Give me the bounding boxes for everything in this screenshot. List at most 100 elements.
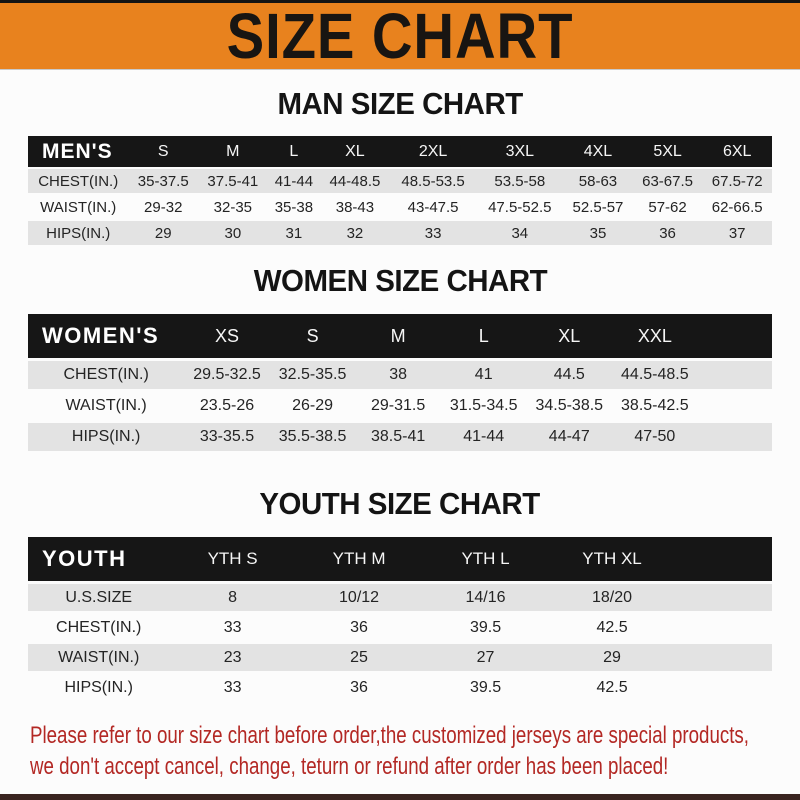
table-row: HIPS(IN.) 33 36 39.5 42.5 [28, 674, 772, 701]
value-cell: 33 [169, 614, 296, 641]
size-header-cell: 4XL [563, 136, 633, 167]
men-heading-text: MAN SIZE CHART [277, 86, 523, 121]
value-cell: 33-35.5 [184, 423, 270, 451]
women-section-heading: WOMEN SIZE CHART [0, 263, 800, 299]
youth-size-table: YOUTH YTH S YTH M YTH L YTH XL U.S.SIZE 8 10/12… [28, 534, 772, 704]
table-header-row: WOMEN'S XS S M L XL XXL [28, 314, 772, 358]
women-size-table: WOMEN'S XS S M L XL XXL CHEST(IN.) 29.5-32.5 32.5… [28, 311, 772, 454]
row-label-cell: CHEST(IN.) [28, 361, 185, 389]
value-cell: 32 [320, 221, 390, 245]
spacer-cell [675, 674, 772, 701]
value-cell: 39.5 [422, 614, 549, 641]
table-row: CHEST(IN.) 35-37.5 37.5-41 41-44 44-48.5 48.5… [28, 169, 772, 193]
banner-title: SIZE CHART [226, 0, 574, 72]
value-cell: 25 [295, 644, 423, 671]
size-header-cell: L [267, 136, 321, 167]
value-cell: 36 [295, 614, 423, 641]
value-cell: 44-47 [526, 423, 613, 451]
value-cell: 41-44 [440, 423, 527, 451]
value-cell: 34.5-38.5 [526, 392, 613, 420]
value-cell: 63-67.5 [632, 169, 703, 193]
value-cell: 29 [128, 221, 199, 245]
size-header-cell: 5XL [632, 136, 703, 167]
row-label-cell: CHEST(IN.) [28, 169, 129, 193]
value-cell: 23.5-26 [184, 392, 270, 420]
table-header-row: MEN'S S M L XL 2XL 3XL 4XL 5XL 6XL [28, 136, 772, 167]
value-cell: 41-44 [267, 169, 321, 193]
row-label-cell: HIPS(IN.) [28, 674, 170, 701]
disclaimer-line-2: we don't accept cancel, change, teturn o… [30, 753, 669, 780]
value-cell: 62-66.5 [702, 195, 772, 219]
value-cell: 29 [548, 644, 676, 671]
spacer-cell [697, 361, 772, 389]
value-cell: 33 [169, 674, 296, 701]
size-header-cell: M [355, 314, 441, 358]
spacer-cell [697, 423, 772, 451]
value-cell: 34 [476, 221, 564, 245]
row-label-cell: WAIST(IN.) [28, 195, 129, 219]
disclaimer-text: Please refer to our size chart before or… [30, 720, 800, 782]
size-header-cell: XL [526, 314, 613, 358]
value-cell: 30 [198, 221, 268, 245]
value-cell: 29-31.5 [355, 392, 441, 420]
youth-section: YOUTH SIZE CHART YOUTH YTH S YTH M YTH L YTH… [0, 486, 800, 704]
size-header-cell: S [128, 136, 199, 167]
value-cell: 44.5-48.5 [612, 361, 698, 389]
value-cell: 18/20 [548, 584, 676, 611]
value-cell: 38-43 [320, 195, 390, 219]
size-header-cell: S [269, 314, 356, 358]
value-cell: 32-35 [198, 195, 268, 219]
disclaimer-line-1: Please refer to our size chart before or… [30, 722, 750, 749]
value-cell: 27 [422, 644, 549, 671]
row-label-cell: WAIST(IN.) [28, 644, 170, 671]
value-cell: 29-32 [128, 195, 199, 219]
table-row: WAIST(IN.) 23 25 27 29 [28, 644, 772, 671]
bottom-border-strip [0, 794, 800, 800]
women-heading-text: WOMEN SIZE CHART [253, 263, 547, 298]
spacer-cell [675, 584, 772, 611]
table-title-cell: WOMEN'S [28, 314, 185, 358]
value-cell: 52.5-57 [563, 195, 633, 219]
size-header-cell: L [440, 314, 527, 358]
youth-heading-text: YOUTH SIZE CHART [259, 486, 541, 521]
spacer-cell [697, 392, 772, 420]
value-cell: 47-50 [612, 423, 698, 451]
value-cell: 47.5-52.5 [476, 195, 564, 219]
size-chart-banner: SIZE CHART [0, 0, 800, 70]
size-header-cell: XS [184, 314, 270, 358]
row-label-cell: CHEST(IN.) [28, 614, 170, 641]
size-header-cell: YTH XL [548, 537, 676, 581]
table-title-cell: YOUTH [28, 537, 170, 581]
value-cell: 58-63 [563, 169, 633, 193]
row-label-cell: U.S.SIZE [28, 584, 170, 611]
men-section-heading: MAN SIZE CHART [0, 86, 800, 122]
youth-section-heading: YOUTH SIZE CHART [0, 486, 800, 522]
value-cell: 41 [440, 361, 527, 389]
value-cell: 36 [295, 674, 423, 701]
value-cell: 48.5-53.5 [389, 169, 477, 193]
value-cell: 23 [169, 644, 296, 671]
table-header-row: YOUTH YTH S YTH M YTH L YTH XL [28, 537, 772, 581]
table-row: HIPS(IN.) 29 30 31 32 33 34 35 36 37 [28, 221, 772, 245]
size-header-cell: YTH M [295, 537, 423, 581]
value-cell: 14/16 [422, 584, 549, 611]
value-cell: 39.5 [422, 674, 549, 701]
value-cell: 31 [267, 221, 321, 245]
value-cell: 44-48.5 [320, 169, 390, 193]
value-cell: 31.5-34.5 [440, 392, 527, 420]
table-row: CHEST(IN.) 29.5-32.5 32.5-35.5 38 41 44.5 44.5… [28, 361, 772, 389]
spacer-cell [675, 537, 772, 581]
value-cell: 44.5 [526, 361, 613, 389]
value-cell: 42.5 [548, 614, 676, 641]
size-header-cell: YTH S [169, 537, 296, 581]
table-row: HIPS(IN.) 33-35.5 35.5-38.5 38.5-41 41-44 44-… [28, 423, 772, 451]
size-header-cell: YTH L [422, 537, 549, 581]
size-header-cell: XXL [612, 314, 698, 358]
value-cell: 35.5-38.5 [269, 423, 356, 451]
value-cell: 37 [702, 221, 772, 245]
spacer-cell [675, 644, 772, 671]
size-header-cell: 3XL [476, 136, 564, 167]
row-label-cell: HIPS(IN.) [28, 423, 185, 451]
value-cell: 53.5-58 [476, 169, 564, 193]
